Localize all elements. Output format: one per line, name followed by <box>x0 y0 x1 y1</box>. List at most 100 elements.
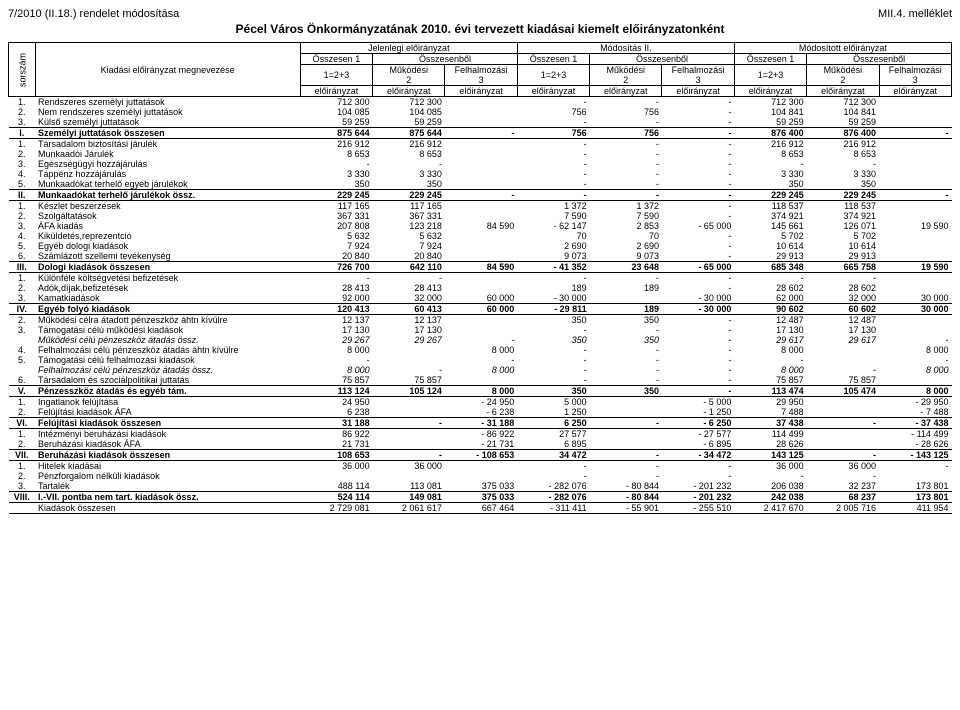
cell-value: 23 648 <box>590 262 662 273</box>
cell-value: 123 218 <box>373 221 445 231</box>
table-row: 5.Munkaadókat terhelő egyéb járulékok350… <box>9 179 952 190</box>
cell-value: - <box>662 201 734 212</box>
cell-value: - <box>517 169 589 179</box>
table-row: 4.Táppénz hozzájárulás3 3303 330---3 330… <box>9 169 952 179</box>
row-label: Különféle költségvetési befizetések <box>35 273 300 284</box>
cell-value: - 201 232 <box>662 481 734 492</box>
table-row: Kiadások összesen2 729 0812 061 617667 4… <box>9 503 952 514</box>
cell-value: 117 165 <box>300 201 372 212</box>
cell-value <box>590 293 662 304</box>
row-num: 1. <box>9 201 36 212</box>
cell-value: 524 114 <box>300 492 372 503</box>
cell-value: 876 400 <box>807 128 879 139</box>
cell-value: - 80 844 <box>590 481 662 492</box>
cell-value <box>445 159 517 169</box>
cell-value: 36 000 <box>807 461 879 472</box>
table-row: III.Dologi kiadások összesen726 700642 1… <box>9 262 952 273</box>
sub-ossz1-c: Összesen 1 <box>734 54 806 65</box>
cell-value: 19 590 <box>879 221 952 231</box>
cell-value <box>445 461 517 472</box>
cell-value: - <box>590 461 662 472</box>
cell-value: 173 801 <box>879 492 952 503</box>
cell-value: - <box>807 273 879 284</box>
cell-value: 60 000 <box>445 304 517 315</box>
row-label: Pénzesszköz átadás és egyéb tám. <box>35 386 300 397</box>
cell-value: 6 895 <box>517 439 589 450</box>
cell-value: - <box>662 315 734 326</box>
cell-value: - <box>590 159 662 169</box>
table-row: I.Személyi juttatások összesen875 644875… <box>9 128 952 139</box>
cell-value: 350 <box>373 179 445 190</box>
row-num: 5. <box>9 241 36 251</box>
cell-value: - <box>734 273 806 284</box>
cell-value: - <box>517 375 589 386</box>
row-num: 5. <box>9 179 36 190</box>
cell-value: - 311 411 <box>517 503 589 514</box>
h-felh-a: Felhalmozási3 <box>445 65 517 86</box>
h-12p3-b: 1=2+3 <box>517 65 589 86</box>
row-label: Számlázott szellemi tevékenység <box>35 251 300 262</box>
cell-value: 350 <box>807 179 879 190</box>
cell-value: 113 474 <box>734 386 806 397</box>
cell-value: - <box>300 273 372 284</box>
cell-value: - 114 499 <box>879 429 952 440</box>
cell-value: 350 <box>517 335 589 345</box>
cell-value: 1 250 <box>517 407 589 418</box>
cell-value: - <box>662 159 734 169</box>
row-label: ÁFA kiadás <box>35 221 300 231</box>
cell-value: - 5 000 <box>662 397 734 408</box>
cell-value: 216 912 <box>807 139 879 150</box>
cell-value: 104 085 <box>300 107 372 117</box>
cell-value: 2 690 <box>590 241 662 251</box>
row-label: Beruházási kiadások összesen <box>35 450 300 461</box>
cell-value: 242 038 <box>734 492 806 503</box>
row-num: 6. <box>9 251 36 262</box>
row-num <box>9 503 36 514</box>
cell-value: 113 081 <box>373 481 445 492</box>
cell-value: 86 922 <box>300 429 372 440</box>
cell-value: 2 005 716 <box>807 503 879 514</box>
cell-value: - 31 188 <box>445 418 517 429</box>
cell-value <box>445 149 517 159</box>
cell-value: 8 000 <box>879 365 952 375</box>
cell-value: 8 653 <box>807 149 879 159</box>
cell-value: 5 632 <box>373 231 445 241</box>
table-row: 1.Hitelek kiadásai36 00036 000---36 0003… <box>9 461 952 472</box>
cell-value <box>879 107 952 117</box>
cell-value: 12 137 <box>300 315 372 326</box>
row-label: Kamatkiadások <box>35 293 300 304</box>
cell-value: - <box>807 365 879 375</box>
cell-value: - 143 125 <box>879 450 952 461</box>
cell-value <box>879 97 952 108</box>
cell-value: 7 924 <box>300 241 372 251</box>
cell-value: 216 912 <box>373 139 445 150</box>
cell-value: 8 000 <box>300 365 372 375</box>
cell-value: - 30 000 <box>662 304 734 315</box>
cell-value: 756 <box>517 128 589 139</box>
cell-value: - <box>517 179 589 190</box>
cell-value: 216 912 <box>300 139 372 150</box>
table-row: 2.Működési célra átadott pénzeszköz áhtn… <box>9 315 952 326</box>
cell-value: - 30 000 <box>517 293 589 304</box>
row-num: 1. <box>9 461 36 472</box>
cell-value: 145 661 <box>734 221 806 231</box>
cell-value: 34 472 <box>517 450 589 461</box>
cell-value: 59 259 <box>807 117 879 128</box>
cell-value: 118 537 <box>807 201 879 212</box>
row-label: Működési célra átadott pénzeszköz áhtn k… <box>35 315 300 326</box>
cell-value: - <box>445 128 517 139</box>
cell-value: 712 300 <box>300 97 372 108</box>
row-label: Pénzforgalom nélküli kiadások <box>35 471 300 481</box>
cell-value: 8 000 <box>734 345 806 355</box>
cell-value: 17 130 <box>300 325 372 335</box>
cell-value: - <box>662 345 734 355</box>
cell-value: - <box>879 190 952 201</box>
cell-value: - <box>517 159 589 169</box>
h-el-5: előirányzat <box>590 86 662 97</box>
row-num: 6. <box>9 375 36 386</box>
cell-value <box>445 107 517 117</box>
h-el-8: előirányzat <box>807 86 879 97</box>
cell-value: - <box>807 418 879 429</box>
table-row: 5.Támogatási célú felhalmozási kiadások-… <box>9 355 952 365</box>
cell-value: 8 000 <box>300 345 372 355</box>
